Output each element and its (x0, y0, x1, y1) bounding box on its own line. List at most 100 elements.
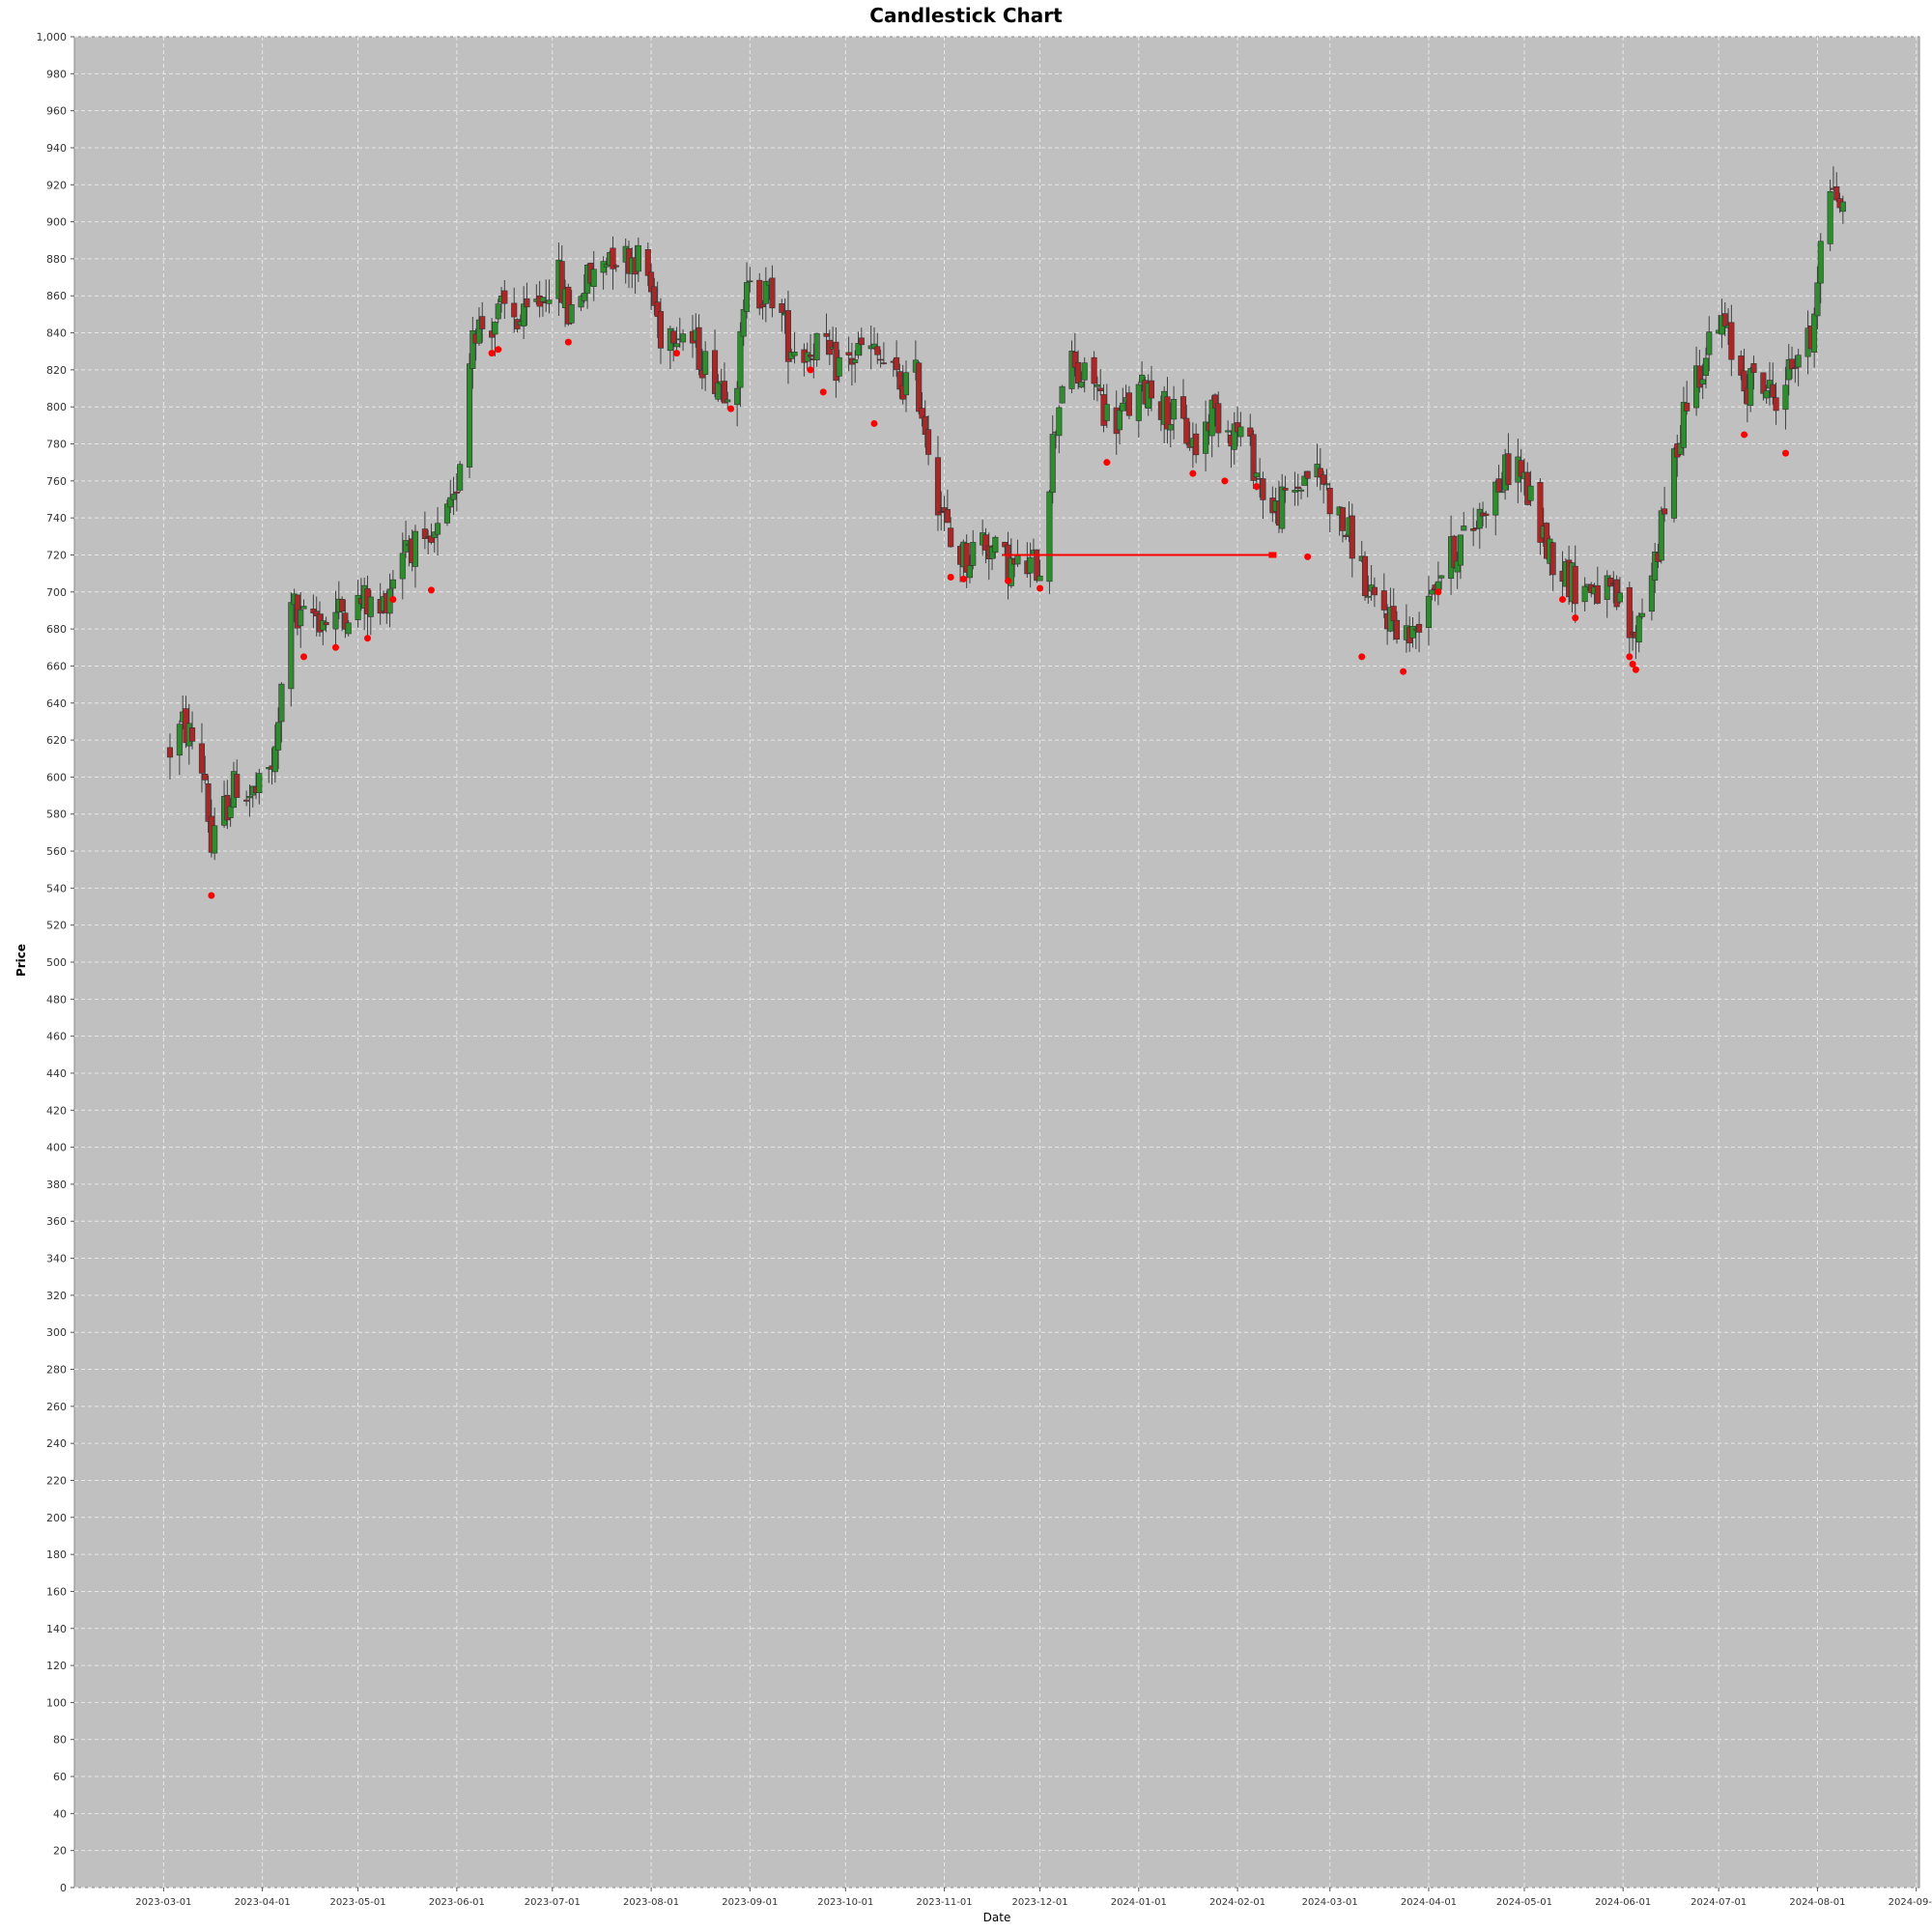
candle-up (521, 303, 527, 327)
candle-up (581, 293, 587, 301)
candle-down (1728, 322, 1735, 360)
candle-up (1037, 575, 1043, 582)
marker-point (564, 338, 572, 346)
candle-up (1747, 368, 1754, 407)
candle-down (944, 508, 951, 524)
candle-down (1304, 470, 1311, 479)
candle-down (1451, 535, 1458, 568)
x-axis-label: Date (983, 1911, 1011, 1924)
candle-down (1416, 623, 1423, 633)
candle-up (1461, 526, 1467, 531)
y-tick-label: 120 (46, 1660, 67, 1672)
annotation-endpoint (1268, 552, 1277, 558)
candle-down (511, 302, 518, 318)
candle-down (189, 727, 196, 742)
y-tick-label: 660 (46, 660, 67, 672)
candle-down (313, 611, 320, 617)
candle-up (1492, 481, 1499, 516)
y-tick-label: 480 (46, 993, 67, 1006)
candle-down (1770, 384, 1776, 398)
candle-up (992, 536, 999, 554)
y-tick-label: 400 (46, 1142, 67, 1154)
candle-up (1056, 407, 1063, 437)
candle-down (1833, 185, 1840, 201)
candle-up (1581, 585, 1588, 603)
y-tick-label: 500 (46, 956, 67, 969)
candle-up (1827, 191, 1833, 244)
candle-down (874, 346, 881, 355)
candle-up (1208, 399, 1215, 437)
marker-point (1400, 668, 1407, 675)
candle-up (1046, 491, 1053, 582)
candle-down (721, 381, 728, 404)
candle-up (740, 309, 747, 337)
y-tick-label: 820 (46, 364, 67, 377)
x-tick-label: 2023-04-01 (235, 1897, 291, 1908)
candle-up (1476, 508, 1483, 529)
candle-down (670, 330, 677, 344)
candle-down (919, 408, 925, 419)
y-tick-label: 80 (53, 1734, 67, 1747)
candle-up (1785, 358, 1792, 381)
y-tick-label: 520 (46, 920, 67, 932)
candle-down (1183, 417, 1190, 444)
candle-up (1292, 490, 1298, 493)
candle-up (724, 399, 731, 403)
markers (208, 338, 1789, 899)
candle-up (715, 382, 722, 400)
candle-up (298, 609, 304, 627)
candle-up (1670, 448, 1678, 519)
candle-down (938, 511, 945, 514)
y-tick-label: 960 (46, 105, 67, 118)
y-tick-label: 240 (46, 1437, 67, 1450)
marker-point (1189, 469, 1197, 477)
candle-down (896, 371, 903, 390)
candle-up (1323, 483, 1330, 486)
candle-down (1380, 590, 1387, 611)
candle-up (1814, 282, 1821, 317)
y-tick-label: 720 (46, 549, 67, 561)
candle-up (1454, 560, 1461, 573)
gridlines (74, 36, 1919, 1889)
y-tick-label: 20 (53, 1845, 67, 1858)
y-tick-label: 60 (53, 1771, 67, 1783)
candle-up (1027, 556, 1034, 574)
candle-down (1164, 396, 1171, 430)
candle-up (989, 547, 996, 559)
candle-down (779, 303, 785, 313)
candle-down (1549, 542, 1556, 576)
marker-point (300, 653, 308, 661)
candle-down (558, 261, 565, 303)
candle-down (654, 301, 661, 318)
candle-up (852, 359, 859, 363)
candle-down (1393, 619, 1401, 640)
candle-down (807, 355, 814, 357)
x-tick-label: 2024-02-01 (1209, 1897, 1265, 1908)
y-tick-label: 460 (46, 1031, 67, 1043)
candle-up (590, 269, 597, 287)
marker-point (1741, 431, 1748, 439)
marker-point (1559, 595, 1567, 603)
candle-up (1817, 241, 1824, 284)
candle-down (1091, 356, 1097, 384)
candle-down (1721, 313, 1728, 327)
candle-down (1773, 397, 1779, 412)
y-tick-label: 800 (46, 401, 67, 413)
y-tick-label: 920 (46, 179, 67, 191)
candle-up (702, 351, 709, 375)
candle-up (1839, 201, 1846, 213)
candle-up (288, 602, 295, 690)
y-tick-label: 760 (46, 475, 67, 488)
candle-up (1763, 390, 1770, 399)
candle-down (963, 543, 970, 573)
candle-up (475, 319, 482, 344)
candle-up (1139, 374, 1146, 384)
x-tick-label: 2024-03-01 (1302, 1897, 1358, 1908)
candle-up (345, 622, 352, 635)
candle-down (1470, 528, 1477, 531)
marker-point (1626, 653, 1634, 661)
candle-up (1677, 442, 1684, 455)
candle-up (539, 297, 546, 302)
candle-up (1527, 485, 1534, 501)
